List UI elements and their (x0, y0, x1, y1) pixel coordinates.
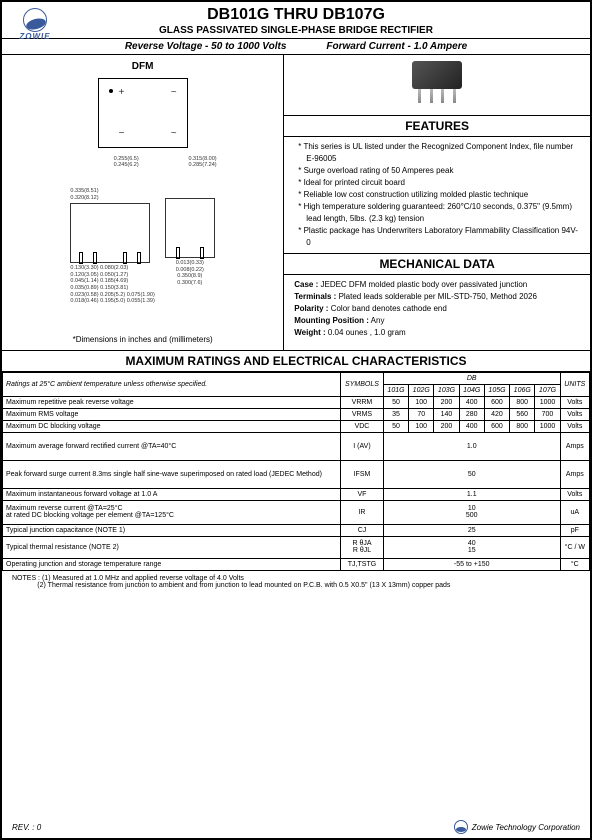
ratings-table: Ratings at 25°C ambient temperature unle… (2, 372, 590, 571)
logo-circle-icon (23, 8, 47, 32)
product-photo (402, 61, 472, 111)
polarity-label: Polarity : (294, 304, 328, 313)
part-col: 104G (459, 384, 484, 396)
table-row: Maximum instantaneous forward voltage at… (3, 488, 590, 500)
part-col: 103G (434, 384, 459, 396)
footnotes: NOTES : (1) Measured at 1.0 MHz and appl… (2, 571, 590, 593)
corporation-name: Zowie Technology Corporation (472, 823, 580, 832)
datasheet-page: ZOWIE DB101G THRU DB107G GLASS PASSIVATE… (0, 0, 592, 840)
lead-icon (137, 252, 141, 264)
package-type-label: DFM (8, 61, 277, 72)
side-view-right: 0.013(0.33)0.008(0.22) 0.350(8.9)0.300(7… (165, 188, 215, 305)
note-2: (2) Thermal resistance from junction to … (37, 582, 450, 589)
features-list: This series is UL listed under the Recog… (284, 137, 590, 253)
part-col: 105G (484, 384, 509, 396)
terminals-label: Terminals : (294, 292, 336, 301)
weight-label: Weight : (294, 328, 325, 337)
feature-item: Reliable low cost construction utilizing… (294, 189, 580, 201)
part-col: 102G (409, 384, 434, 396)
feature-item: Ideal for printed circuit board (294, 177, 580, 189)
revision-label: REV. : 0 (12, 823, 41, 832)
brand-logo: ZOWIE (10, 8, 60, 41)
col-symbols: SYMBOLS (341, 372, 384, 396)
header: ZOWIE DB101G THRU DB107G GLASS PASSIVATE… (2, 2, 590, 39)
page-footer: REV. : 0 Zowie Technology Corporation (2, 820, 590, 834)
ac-icon: ~ (171, 87, 177, 98)
spec-forward-current: Forward Current - 1.0 Ampere (326, 41, 467, 52)
mechanical-heading: MECHANICAL DATA (284, 253, 590, 275)
page-subtitle: GLASS PASSIVATED SINGLE-PHASE BRIDGE REC… (2, 25, 590, 36)
table-row: Maximum repetitive peak reverse voltageV… (3, 396, 590, 408)
mid-section: DFM + ~ − ~ 0.255(6.5)0.245(6.2) 0.315(8… (2, 55, 590, 350)
lead-icon (123, 252, 127, 264)
package-diagram: + ~ − ~ 0.255(6.5)0.245(6.2) 0.315(8.00)… (8, 78, 277, 305)
table-row: Maximum average forward rectified curren… (3, 432, 590, 460)
lead-icon (176, 247, 180, 259)
table-row: Typical thermal resistance (NOTE 2)R θJA… (3, 536, 590, 558)
case-label: Case : (294, 280, 318, 289)
package-drawing-column: DFM + ~ − ~ 0.255(6.5)0.245(6.2) 0.315(8… (2, 55, 284, 350)
lead-icon (79, 252, 83, 264)
feature-item: Plastic package has Underwriters Laborat… (294, 225, 580, 249)
side-views: 0.335(8.51)0.320(8.12) 0.130(3.30) 0.080… (8, 188, 277, 305)
col-db: DB (383, 372, 560, 384)
table-row: Maximum reverse current @TA=25°C at rate… (3, 500, 590, 524)
outline-left (70, 203, 150, 263)
table-row: Typical junction capacitance (NOTE 1)CJ2… (3, 524, 590, 536)
minus-icon: − (119, 128, 125, 139)
side-view-left: 0.335(8.51)0.320(8.12) 0.130(3.30) 0.080… (70, 188, 154, 305)
page-title: DB101G THRU DB107G (2, 6, 590, 24)
lead-icon (200, 247, 204, 259)
lead-icon (441, 89, 444, 103)
ratings-heading: MAXIMUM RATINGS AND ELECTRICAL CHARACTER… (2, 350, 590, 372)
ratings-note-cell: Ratings at 25°C ambient temperature unle… (3, 372, 341, 396)
lead-icon (453, 89, 456, 103)
package-body-icon (412, 61, 462, 89)
ac-icon: ~ (171, 128, 177, 139)
plus-icon: + (119, 87, 125, 98)
part-col: 107G (535, 384, 560, 396)
feature-item: High temperature soldering guaranteed: 2… (294, 201, 580, 225)
mounting-value: Any (371, 316, 385, 325)
logo-swoosh-icon (25, 17, 47, 32)
lead-icon (93, 252, 97, 264)
col-units: UNITS (560, 372, 589, 396)
table-row: Maximum RMS voltageVRMS35701402804205607… (3, 408, 590, 420)
lead-icon (418, 89, 421, 103)
mounting-label: Mounting Position : (294, 316, 369, 325)
part-col: 101G (383, 384, 408, 396)
right-column: FEATURES This series is UL listed under … (284, 55, 590, 350)
outline-right (165, 198, 215, 258)
case-value: JEDEC DFM molded plastic body over passi… (320, 280, 527, 289)
notes-label: NOTES : (12, 575, 40, 582)
weight-value: 0.04 ounes , 1.0 gram (328, 328, 406, 337)
top-view-outline: + ~ − ~ 0.255(6.5)0.245(6.2) 0.315(8.00)… (98, 78, 188, 148)
feature-item: Surge overload rating of 50 Amperes peak (294, 165, 580, 177)
part-col: 106G (510, 384, 535, 396)
terminals-value: Plated leads solderable per MIL-STD-750,… (339, 292, 537, 301)
note-1: (1) Measured at 1.0 MHz and applied reve… (42, 575, 244, 582)
features-heading: FEATURES (284, 115, 590, 137)
mechanical-data: Case : JEDEC DFM molded plastic body ove… (284, 275, 590, 343)
lead-icon (430, 89, 433, 103)
dimension-label: 0.255(6.5)0.245(6.2) (114, 156, 139, 169)
pin-marker-icon (109, 89, 113, 93)
feature-item: This series is UL listed under the Recog… (294, 141, 580, 165)
footer-logo: Zowie Technology Corporation (454, 820, 580, 834)
spec-line: Reverse Voltage - 50 to 1000 Volts Forwa… (2, 39, 590, 55)
table-row: Ratings at 25°C ambient temperature unle… (3, 372, 590, 384)
spec-reverse-voltage: Reverse Voltage - 50 to 1000 Volts (125, 41, 287, 52)
dimension-label: 0.315(8.00)0.285(7.24) (188, 156, 216, 169)
table-row: Peak forward surge current 8.3ms single … (3, 460, 590, 488)
logo-swoosh-icon (456, 827, 466, 832)
polarity-value: Color band denotes cathode end (331, 304, 447, 313)
logo-circle-icon (454, 820, 468, 834)
table-row: Maximum DC blocking voltageVDC5010020040… (3, 420, 590, 432)
logo-text: ZOWIE (10, 32, 60, 41)
table-row: Operating junction and storage temperatu… (3, 558, 590, 570)
dimension-note: *Dimensions in inches and (millimeters) (8, 335, 277, 344)
